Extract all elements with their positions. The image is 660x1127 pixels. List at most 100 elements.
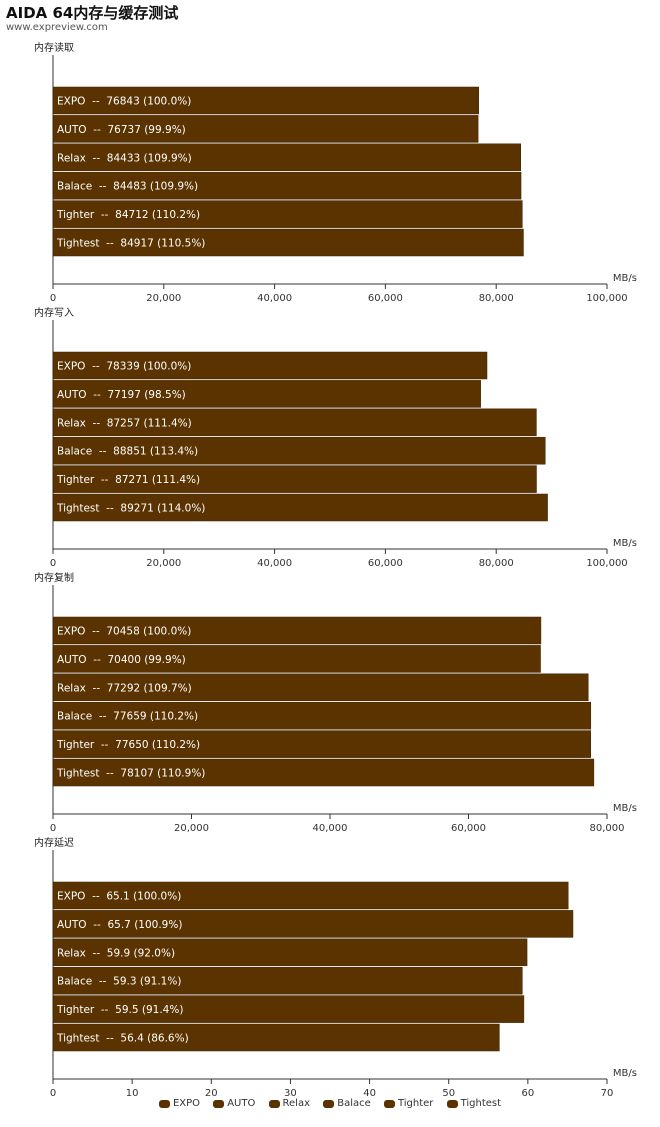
legend-item[interactable]: AUTO [213, 1098, 255, 1110]
chart-title: 内存读取 [34, 41, 74, 54]
legend-swatch [268, 1099, 280, 1108]
bar-label: Tightest -- 89271 (114.0%) [56, 503, 205, 515]
x-tick-label: 100,000 [586, 558, 627, 569]
legend-swatch [323, 1099, 335, 1108]
x-axis-unit: MB/s [613, 803, 637, 814]
x-axis-unit: MB/s [613, 273, 637, 284]
x-tick-label: 0 [50, 558, 56, 569]
bar-tightest[interactable] [52, 228, 524, 257]
bar-auto[interactable] [52, 645, 541, 673]
bar-label: Tighter -- 84712 (110.2%) [56, 209, 200, 221]
bar-label: EXPO -- 65.1 (100.0%) [57, 891, 181, 903]
chart-memory-latency: 内存延迟 0 10 20 30 40 50 60 70 MB/s EXPO -- 65.1 (100… [0, 833, 660, 1099]
bar-label: Balace -- 59.3 (91.1%) [57, 976, 181, 988]
x-tick-label: 60,000 [368, 293, 403, 304]
bar-auto[interactable] [52, 380, 481, 408]
chart-memory-write: 内存写入 0 20,000 40,000 60,000 80,000 100,000 MB/s… [0, 303, 660, 569]
chart-title: 内存写入 [34, 306, 74, 319]
x-axis-unit: MB/s [613, 538, 637, 549]
bar-expo[interactable] [52, 86, 479, 115]
bar-label: Tighter -- 59.5 (91.4%) [56, 1004, 183, 1016]
x-tick-label: 20,000 [174, 823, 209, 834]
legend-item[interactable]: Balace [323, 1098, 371, 1110]
x-tick-label: 30 [284, 1088, 297, 1099]
bar-tighter[interactable] [52, 730, 591, 758]
bar-relax[interactable] [52, 673, 589, 702]
legend-item[interactable]: Tightest [446, 1098, 502, 1110]
bar-balace[interactable] [52, 701, 592, 730]
bar-tighter[interactable] [52, 465, 537, 493]
legend-label: Tightest [460, 1098, 502, 1109]
legend-swatch [158, 1099, 170, 1108]
bar-tightest[interactable] [52, 1023, 500, 1052]
bar-balace[interactable] [52, 171, 522, 200]
x-axis-unit: MB/s [613, 1068, 637, 1079]
bar-tightest[interactable] [52, 758, 595, 787]
legend-label: Relax [282, 1098, 311, 1109]
x-tick-label: 40,000 [257, 293, 292, 304]
x-tick-label: 20,000 [146, 558, 181, 569]
bar-label: AUTO -- 70400 (99.9%) [57, 654, 186, 666]
bar-label: Tightest -- 56.4 (86.6%) [56, 1033, 189, 1045]
legend-item[interactable]: Relax [268, 1098, 311, 1110]
bar-tightest[interactable] [52, 493, 548, 522]
legend-item[interactable]: Tighter [383, 1098, 434, 1110]
x-tick-label: 60,000 [368, 558, 403, 569]
bar-expo[interactable] [52, 351, 488, 380]
legend-item[interactable]: EXPO [158, 1098, 201, 1110]
x-tick-label: 80,000 [479, 293, 514, 304]
chart-svg: 内存延迟 0 10 20 30 40 50 60 70 MB/s EXPO -- 65.1 (100… [34, 836, 637, 1099]
bar-tighter[interactable] [52, 995, 525, 1023]
x-tick-label: 40,000 [313, 823, 348, 834]
bar-label: AUTO -- 77197 (98.5%) [57, 389, 186, 401]
bar-label: Balace -- 88851 (113.4%) [57, 446, 198, 458]
x-tick-label: 40,000 [257, 558, 292, 569]
bar-label: Tightest -- 84917 (110.5%) [56, 238, 205, 250]
bar-auto[interactable] [52, 910, 574, 938]
x-tick-label: 20 [205, 1088, 218, 1099]
bar-relax[interactable] [52, 143, 522, 172]
legend-label: Balace [337, 1098, 371, 1109]
bar-expo[interactable] [52, 881, 569, 910]
bar-tighter[interactable] [52, 200, 523, 228]
x-tick-label: 60,000 [451, 823, 486, 834]
legend-label: Tighter [397, 1098, 434, 1109]
chart-legend: EXPO AUTO Relax Balace Tighter Tightest [0, 1098, 660, 1110]
legend-swatch [446, 1099, 458, 1108]
bar-label: Tighter -- 77650 (110.2%) [56, 739, 200, 751]
bar-balace[interactable] [52, 436, 546, 465]
bar-auto[interactable] [52, 115, 479, 143]
legend-label: AUTO [227, 1098, 256, 1109]
chart-svg: 内存复制 0 20,000 40,000 60,000 80,000 MB/s EXPO --… [34, 571, 637, 834]
chart-memory-read: 内存读取 0 20,000 40,000 60,000 80,000 100,000 MB/s… [0, 38, 660, 304]
bar-label: Relax -- 84433 (109.9%) [57, 152, 192, 164]
chart-svg: 内存写入 0 20,000 40,000 60,000 80,000 100,000 MB/s… [34, 306, 637, 569]
x-tick-label: 20,000 [146, 293, 181, 304]
x-tick-label: 100,000 [586, 293, 627, 304]
x-tick-label: 80,000 [590, 823, 625, 834]
bar-label: Relax -- 59.9 (92.0%) [57, 947, 175, 959]
legend-label: EXPO [172, 1098, 201, 1109]
x-tick-label: 40 [363, 1088, 376, 1099]
x-tick-label: 10 [126, 1088, 139, 1099]
chart-title: 内存延迟 [34, 836, 74, 849]
x-tick-label: 0 [50, 1088, 56, 1099]
bar-label: Balace -- 77659 (110.2%) [57, 711, 198, 723]
chart-memory-copy: 内存复制 0 20,000 40,000 60,000 80,000 MB/s EXPO --… [0, 568, 660, 834]
bar-label: AUTO -- 65.7 (100.9%) [57, 919, 182, 931]
bar-label: Relax -- 77292 (109.7%) [57, 682, 192, 694]
bar-label: Tightest -- 78107 (110.9%) [56, 768, 205, 780]
chart-title: 内存复制 [34, 571, 74, 584]
bar-label: Relax -- 87257 (111.4%) [57, 417, 192, 429]
x-tick-label: 70 [601, 1088, 614, 1099]
x-tick-label: 0 [50, 823, 56, 834]
bar-label: EXPO -- 78339 (100.0%) [57, 361, 191, 373]
x-tick-label: 80,000 [479, 558, 514, 569]
bar-balace[interactable] [52, 966, 523, 995]
x-tick-label: 60 [521, 1088, 534, 1099]
bar-relax[interactable] [52, 408, 537, 437]
bar-relax[interactable] [52, 938, 528, 967]
legend-swatch [383, 1099, 395, 1108]
bar-label: AUTO -- 76737 (99.9%) [57, 124, 186, 136]
bar-expo[interactable] [52, 616, 542, 645]
